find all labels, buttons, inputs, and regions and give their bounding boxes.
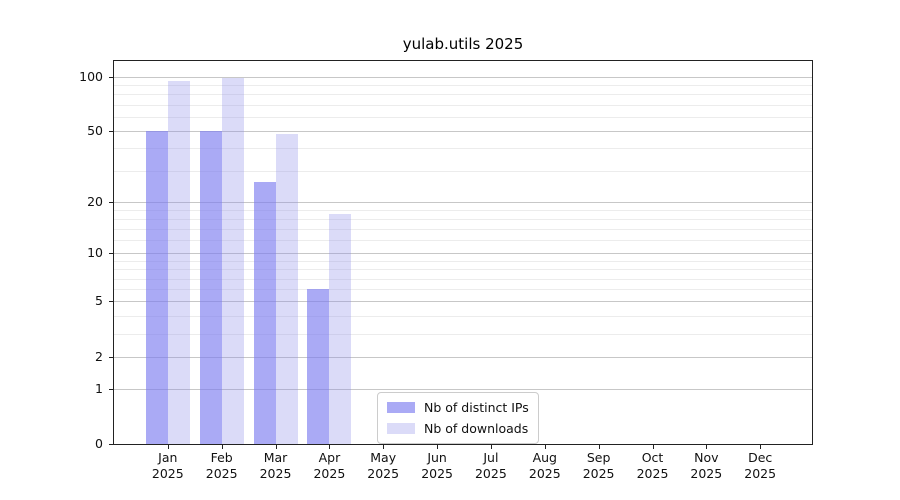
- x-tick-year: 2025: [636, 465, 669, 481]
- minor-gridline: [114, 278, 812, 280]
- major-gridline: [114, 388, 812, 390]
- bar-downloads-jan: [167, 80, 190, 444]
- y-tick-label: 2: [95, 348, 103, 364]
- y-tick-mark: [109, 131, 113, 133]
- minor-gridline: [114, 148, 812, 150]
- minor-gridline: [114, 218, 812, 220]
- x-tick-year: 2025: [151, 465, 184, 481]
- x-tick-mark: [490, 445, 492, 449]
- y-tick-label: 10: [87, 245, 103, 261]
- major-gridline: [114, 201, 812, 203]
- x-tick-year: 2025: [744, 465, 777, 481]
- bar-distinct-ips-jan: [145, 131, 168, 444]
- minor-gridline: [114, 104, 812, 106]
- y-tick-label: 100: [79, 68, 103, 84]
- minor-gridline: [114, 269, 812, 271]
- y-tick-label: 20: [87, 193, 103, 209]
- x-tick-mark: [221, 445, 223, 449]
- legend: Nb of distinct IPs Nb of downloads: [377, 392, 539, 444]
- minor-gridline: [114, 333, 812, 335]
- x-tick-label: Nov 2025: [674, 450, 738, 481]
- x-tick-mark: [706, 445, 708, 449]
- y-tick-mark: [109, 301, 113, 303]
- legend-swatch-downloads: [387, 423, 415, 434]
- bar-downloads-mar: [275, 134, 298, 444]
- y-tick-mark: [109, 201, 113, 203]
- minor-gridline: [114, 209, 812, 211]
- legend-item-distinct-ips: Nb of distinct IPs: [387, 399, 529, 416]
- x-tick-label: Jun 2025: [405, 450, 469, 481]
- y-tick-mark: [109, 356, 113, 358]
- legend-label-distinct-ips: Nb of distinct IPs: [424, 400, 529, 415]
- y-tick-mark: [109, 444, 113, 445]
- x-tick-year: 2025: [582, 465, 615, 481]
- y-tick-label: 50: [87, 123, 103, 139]
- minor-gridline: [114, 239, 812, 241]
- y-tick-label: 0: [95, 436, 103, 451]
- y-tick-mark: [109, 76, 113, 78]
- bar-downloads-apr: [329, 214, 352, 444]
- major-gridline: [114, 356, 812, 358]
- x-tick-label: Feb 2025: [190, 450, 254, 481]
- legend-item-downloads: Nb of downloads: [387, 420, 529, 437]
- x-tick-year: 2025: [205, 465, 238, 481]
- x-tick-mark: [652, 445, 654, 449]
- x-tick-year: 2025: [528, 465, 561, 481]
- major-gridline: [114, 301, 812, 303]
- x-tick-year: 2025: [313, 465, 346, 481]
- x-tick-mark: [275, 445, 277, 449]
- minor-gridline: [114, 85, 812, 86]
- x-tick-year: 2025: [367, 465, 400, 481]
- x-tick-mark: [760, 445, 762, 449]
- bar-distinct-ips-mar: [253, 181, 276, 444]
- chart-title: yulab.utils 2025: [402, 35, 524, 53]
- major-gridline: [114, 131, 812, 133]
- y-tick-label: 5: [95, 293, 103, 309]
- legend-label-downloads: Nb of downloads: [424, 421, 529, 436]
- bar-distinct-ips-apr: [307, 289, 330, 444]
- major-gridline: [114, 253, 812, 255]
- legend-swatch-distinct-ips: [387, 402, 415, 413]
- minor-gridline: [114, 289, 812, 291]
- x-tick-mark: [437, 445, 439, 449]
- x-tick-label: Dec 2025: [728, 450, 792, 481]
- x-tick-year: 2025: [421, 465, 453, 481]
- minor-gridline: [114, 116, 812, 118]
- x-tick-label: Aug 2025: [513, 450, 577, 481]
- x-tick-year: 2025: [690, 465, 723, 481]
- minor-gridline: [114, 315, 812, 317]
- minor-gridline: [114, 94, 812, 96]
- y-tick-label: 1: [95, 380, 103, 396]
- minor-gridline: [114, 260, 812, 262]
- plot-area: Nb of distinct IPs Nb of downloads: [113, 60, 813, 445]
- minor-gridline: [114, 170, 812, 172]
- x-tick-label: Oct 2025: [621, 450, 685, 481]
- x-tick-label: Jan 2025: [136, 450, 200, 481]
- x-tick-mark: [167, 445, 169, 449]
- major-gridline: [114, 76, 812, 78]
- y-tick-mark: [109, 388, 113, 390]
- x-tick-label: Mar 2025: [244, 450, 308, 481]
- x-tick-mark: [329, 445, 331, 449]
- y-tick-mark: [109, 253, 113, 255]
- minor-gridline: [114, 228, 812, 230]
- x-tick-year: 2025: [474, 465, 507, 481]
- x-tick-label: Sep 2025: [567, 450, 631, 481]
- x-tick-label: Apr 2025: [297, 450, 361, 481]
- x-tick-label: Jul 2025: [459, 450, 523, 481]
- x-tick-mark: [544, 445, 546, 449]
- bar-downloads-feb: [221, 78, 244, 444]
- x-tick-year: 2025: [259, 465, 292, 481]
- bar-distinct-ips-feb: [199, 131, 222, 444]
- x-tick-mark: [383, 445, 385, 449]
- x-tick-mark: [598, 445, 600, 449]
- x-tick-label: May 2025: [351, 450, 415, 481]
